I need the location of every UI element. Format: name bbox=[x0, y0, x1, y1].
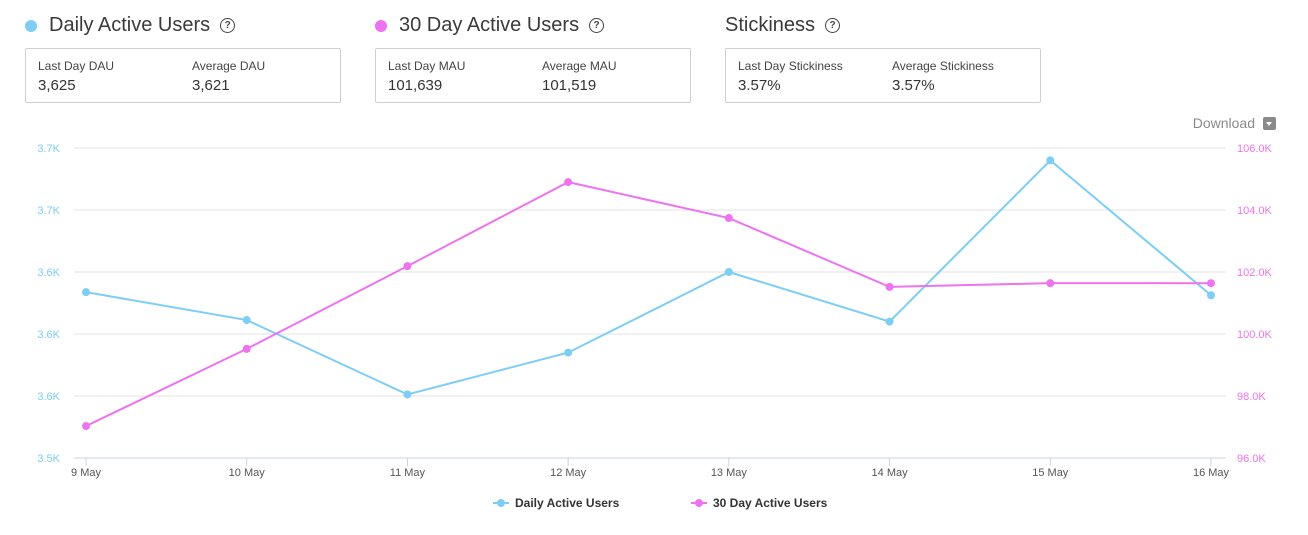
stat-label: Last Day Stickiness bbox=[738, 59, 843, 73]
series-line-dau bbox=[85, 159, 1212, 396]
stat-value: 3,625 bbox=[38, 77, 76, 94]
question-circle-icon[interactable]: ? bbox=[220, 18, 236, 33]
y-left-tick-label: 3.6K bbox=[37, 329, 60, 341]
x-tick-label: 10 May bbox=[229, 467, 266, 479]
series-line-mau bbox=[85, 181, 1212, 427]
legend-label: 30 Day Active Users bbox=[713, 496, 828, 510]
data-point bbox=[403, 262, 412, 271]
stat-value: 101,519 bbox=[542, 77, 597, 94]
data-point bbox=[885, 317, 894, 326]
y-right-tick-label: 100.0K bbox=[1237, 329, 1273, 341]
stat-value: 3.57% bbox=[892, 77, 935, 94]
x-tick-label: 12 May bbox=[550, 467, 587, 479]
metric-mau-title: 30 Day Active Users bbox=[399, 14, 580, 36]
data-point bbox=[564, 178, 573, 187]
data-point bbox=[564, 348, 573, 357]
download-label: Download bbox=[1192, 115, 1255, 131]
stat-value: 3,621 bbox=[192, 77, 230, 94]
x-tick-label: 15 May bbox=[1032, 467, 1069, 479]
stat-label: Average Stickiness bbox=[892, 59, 994, 73]
legend-item-dau[interactable]: Daily Active Users bbox=[493, 496, 619, 510]
data-point bbox=[724, 214, 733, 223]
data-point bbox=[82, 422, 90, 431]
stat-value: 101,639 bbox=[388, 77, 443, 94]
stat-label: Last Day MAU bbox=[388, 59, 466, 73]
stat-label: Last Day DAU bbox=[38, 59, 115, 73]
question-circle-icon[interactable]: ? bbox=[589, 18, 605, 33]
data-point bbox=[724, 268, 733, 276]
metric-dau-title: Daily Active Users bbox=[49, 14, 211, 36]
metric-stickiness-header: Stickiness ? bbox=[725, 14, 841, 37]
question-circle-icon[interactable]: ? bbox=[825, 18, 841, 33]
x-tick-label: 11 May bbox=[390, 467, 426, 479]
legend-marker-icon bbox=[691, 499, 707, 507]
stat-value: 3.57% bbox=[738, 77, 781, 94]
y-left-tick-label: 3.6K bbox=[37, 267, 60, 279]
y-right-tick-label: 104.0K bbox=[1237, 205, 1273, 217]
data-point bbox=[242, 344, 251, 353]
legend-label: Daily Active Users bbox=[515, 496, 620, 510]
metric-mau-header: 30 Day Active Users ? bbox=[375, 14, 605, 37]
mau-color-dot bbox=[375, 19, 387, 32]
dau-stats-card: Last Day DAU 3,625 Average DAU 3,621 bbox=[25, 48, 341, 103]
y-right-tick-label: 98.0K bbox=[1237, 391, 1266, 403]
stat-label: Average DAU bbox=[192, 59, 266, 73]
mau-stats-card: Last Day MAU 101,639 Average MAU 101,519 bbox=[375, 48, 691, 103]
stat-average-mau: Average MAU 101,519 bbox=[542, 59, 616, 94]
data-point bbox=[1046, 156, 1055, 165]
y-left-tick-label: 3.5K bbox=[37, 453, 60, 465]
x-tick-label: 9 May bbox=[71, 467, 101, 479]
download-button[interactable]: Download bbox=[1193, 115, 1276, 131]
stat-last-day-mau: Last Day MAU 101,639 bbox=[388, 59, 465, 94]
stat-last-day-stickiness: Last Day Stickiness 3.57% bbox=[738, 59, 843, 94]
x-tick-label: 13 May bbox=[711, 467, 748, 479]
data-point bbox=[1207, 291, 1215, 300]
metric-stickiness-title: Stickiness bbox=[725, 14, 816, 36]
dau-color-dot bbox=[25, 19, 37, 32]
legend-marker-icon bbox=[493, 499, 509, 507]
y-right-tick-label: 96.0K bbox=[1237, 453, 1266, 465]
x-tick-label: 14 May bbox=[872, 467, 909, 479]
y-left-tick-label: 3.6K bbox=[37, 391, 60, 403]
stat-label: Average MAU bbox=[542, 59, 617, 73]
legend-item-mau[interactable]: 30 Day Active Users bbox=[691, 496, 827, 510]
data-point bbox=[1046, 279, 1055, 288]
stickiness-stats-card: Last Day Stickiness 3.57% Average Sticki… bbox=[725, 48, 1041, 103]
x-tick-label: 16 May bbox=[1193, 467, 1230, 479]
data-point bbox=[82, 288, 90, 297]
stat-last-day-dau: Last Day DAU 3,625 bbox=[38, 59, 114, 94]
y-right-tick-label: 102.0K bbox=[1237, 267, 1273, 279]
data-point bbox=[242, 316, 251, 325]
y-right-tick-label: 106.0K bbox=[1237, 143, 1273, 155]
data-point bbox=[885, 282, 894, 291]
chart-legend: Daily Active Users 30 Day Active Users bbox=[0, 496, 1308, 516]
data-point bbox=[403, 390, 412, 399]
y-left-tick-label: 3.7K bbox=[37, 143, 60, 155]
y-left-tick-label: 3.7K bbox=[37, 205, 60, 217]
caret-down-icon bbox=[1263, 116, 1276, 130]
data-point bbox=[1207, 279, 1215, 288]
line-chart: 3.5K 3.6K 3.6K 3.6K 3.7K 3.7K 96.0K 98.0K 100.0K… bbox=[37, 143, 1273, 479]
stat-average-stickiness: Average Stickiness 3.57% bbox=[892, 59, 994, 94]
stat-average-dau: Average DAU 3,621 bbox=[192, 59, 265, 94]
metric-dau-header: Daily Active Users ? bbox=[25, 14, 236, 37]
